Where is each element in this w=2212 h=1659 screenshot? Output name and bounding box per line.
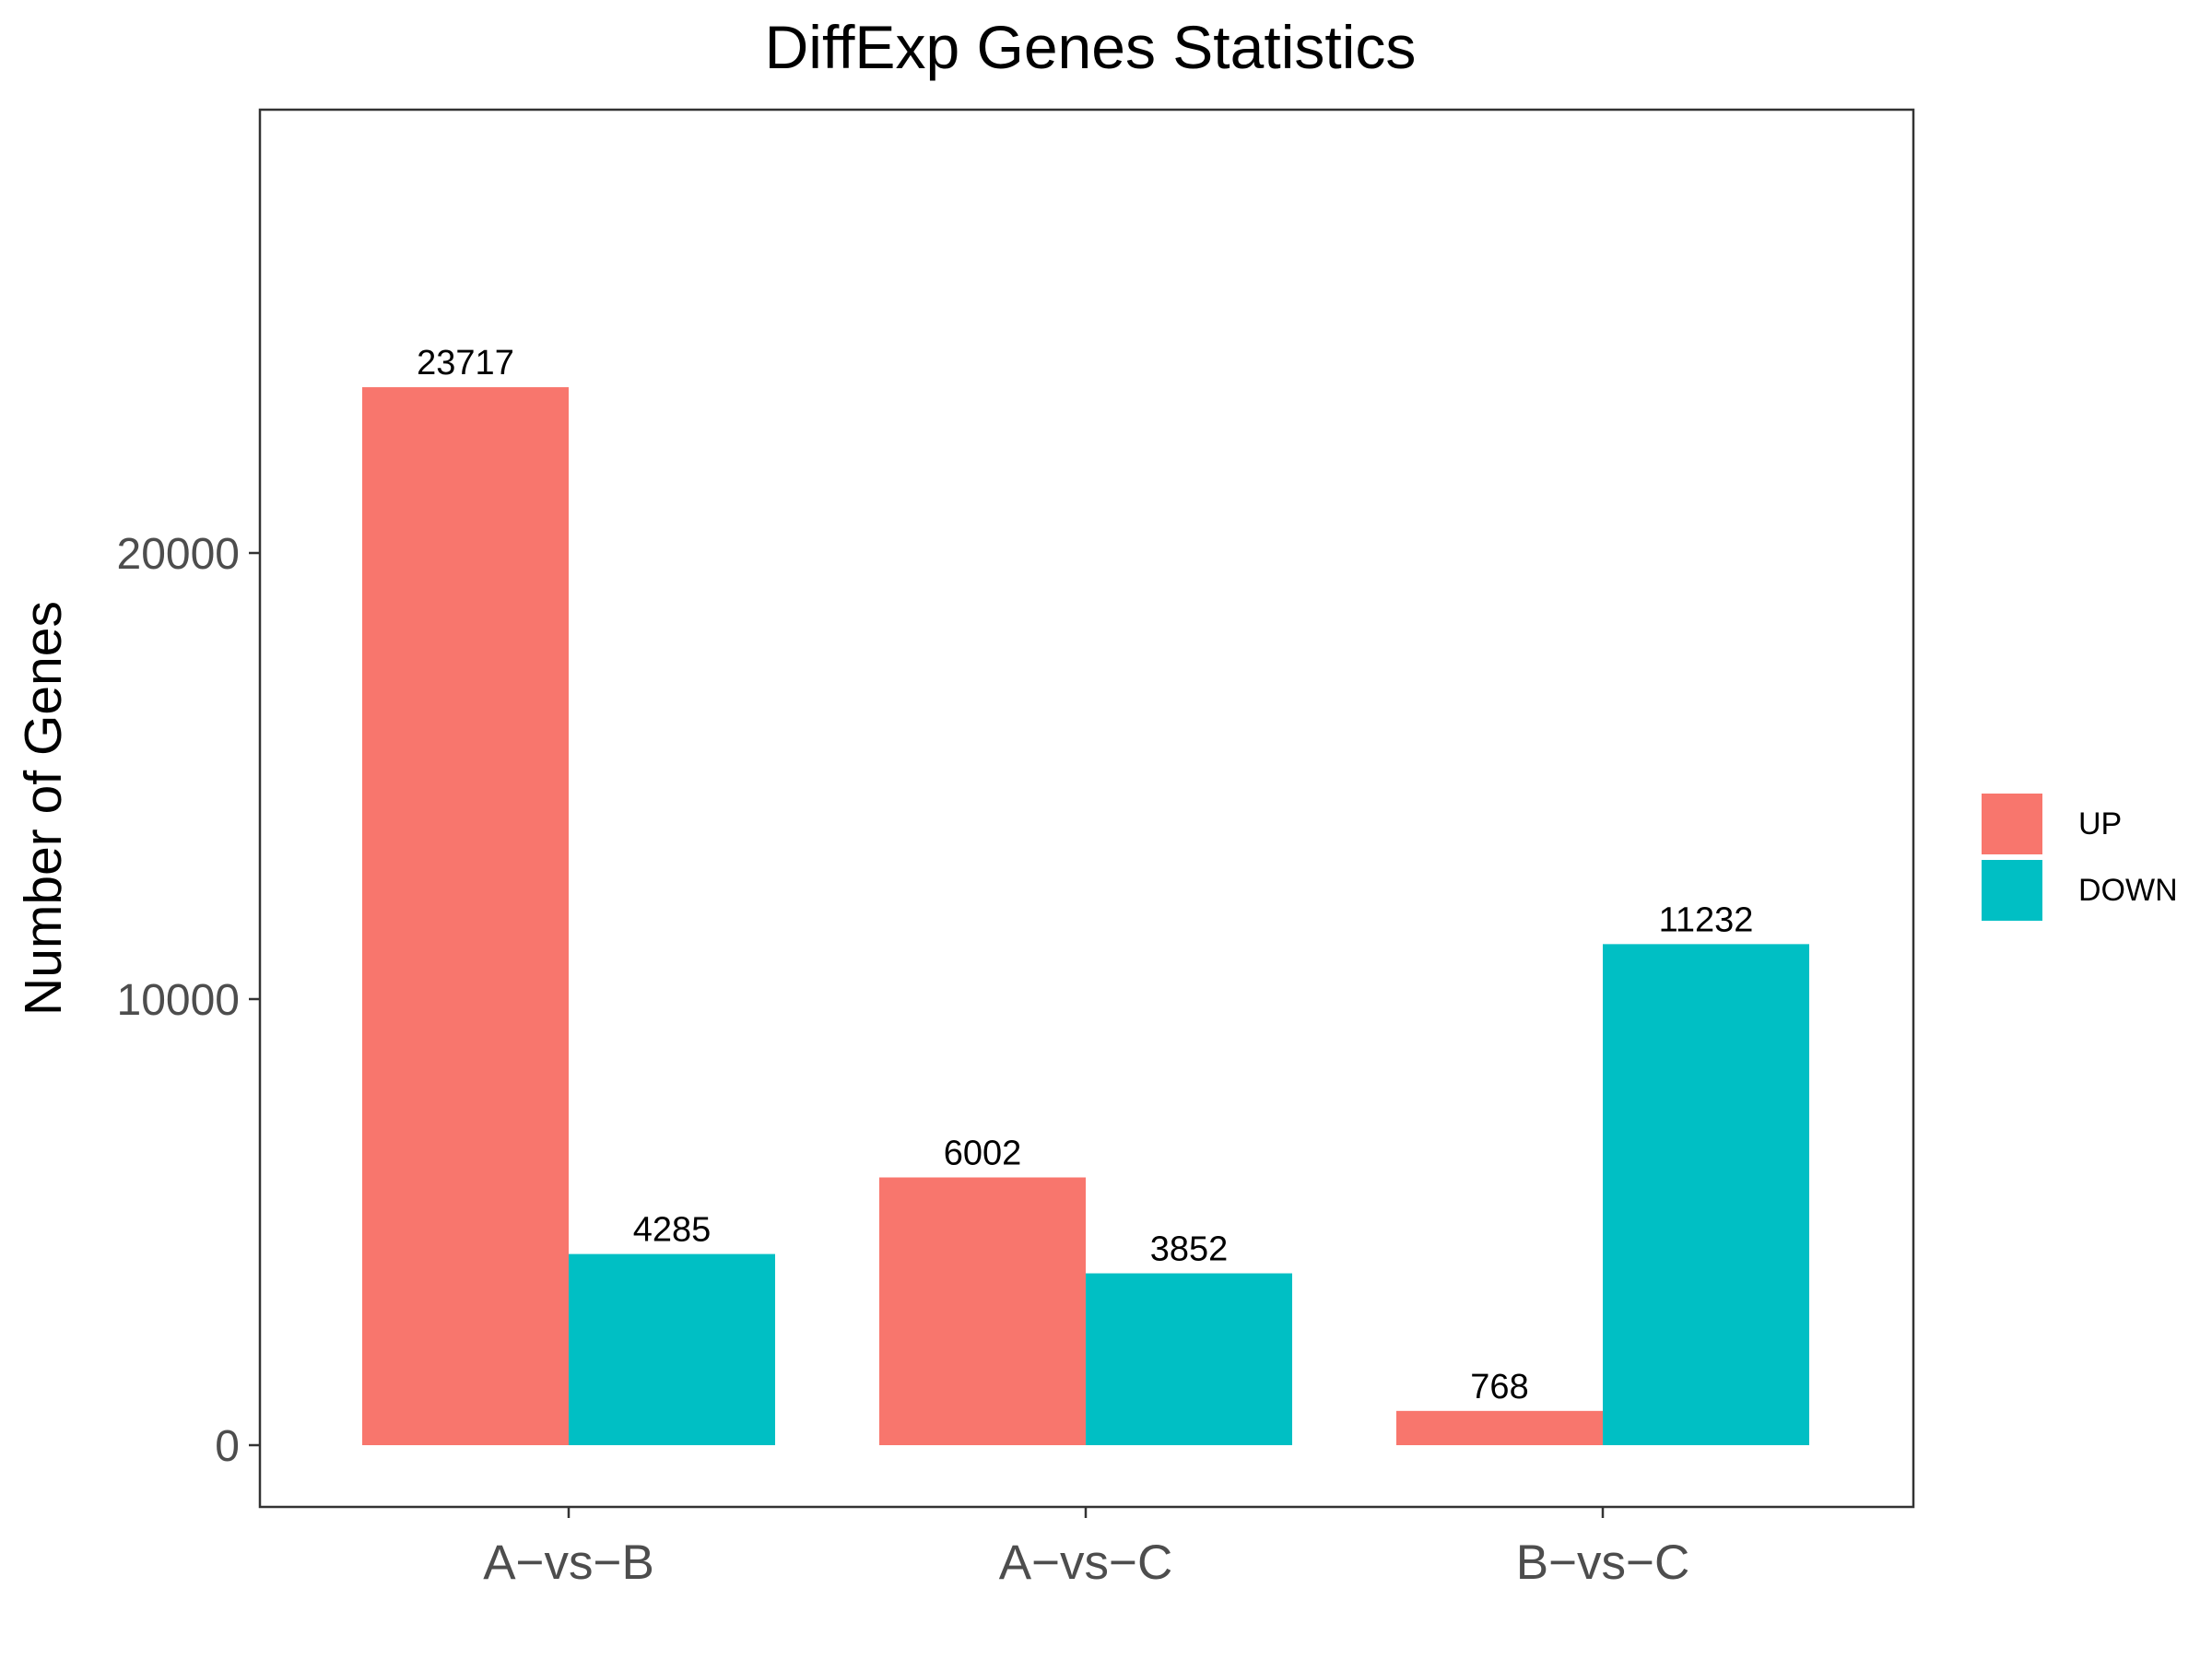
bar-label-up-3: 768 [1470,1368,1528,1406]
legend-item-up: UP [1982,791,2178,857]
bar-value-labels: 23717 4285 6002 3852 768 11232 [417,344,1753,1406]
y-axis-label: Number of Genes [14,601,73,1016]
chart-title: DiffExp Genes Statistics [765,13,1417,81]
y-tick-label: 10000 [117,976,240,1025]
x-tick-label: B−vs−C [1516,1535,1690,1590]
bar-label-down-2: 3852 [1150,1230,1229,1269]
x-tick-label: A−vs−C [999,1535,1173,1590]
legend-label-down: DOWN [2078,872,2178,908]
bar-down-1 [569,1253,775,1445]
y-tick-label: 20000 [117,530,240,579]
bar-down-3 [1603,944,1809,1445]
bar-down-2 [1086,1273,1292,1445]
x-tick-label: A−vs−B [483,1535,654,1590]
legend-key-up [1982,794,2042,854]
x-axis: A−vs−B A−vs−C B−vs−C [483,1507,1689,1590]
legend-label-up: UP [2078,806,2123,841]
y-axis: 0 10000 20000 [117,530,260,1471]
bar-label-up-2: 6002 [944,1135,1022,1173]
legend: UP DOWN [1982,791,2178,924]
bar-up-2 [879,1177,1086,1445]
legend-item-down: DOWN [1982,857,2178,924]
legend-key-down [1982,860,2042,921]
bar-label-down-3: 11232 [1659,900,1754,939]
bar-up-1 [362,387,569,1446]
bar-label-down-1: 4285 [633,1211,712,1250]
bar-up-3 [1396,1410,1603,1445]
bars-group [362,387,1809,1446]
bar-label-up-1: 23717 [417,344,514,382]
y-tick-label: 0 [215,1422,240,1471]
